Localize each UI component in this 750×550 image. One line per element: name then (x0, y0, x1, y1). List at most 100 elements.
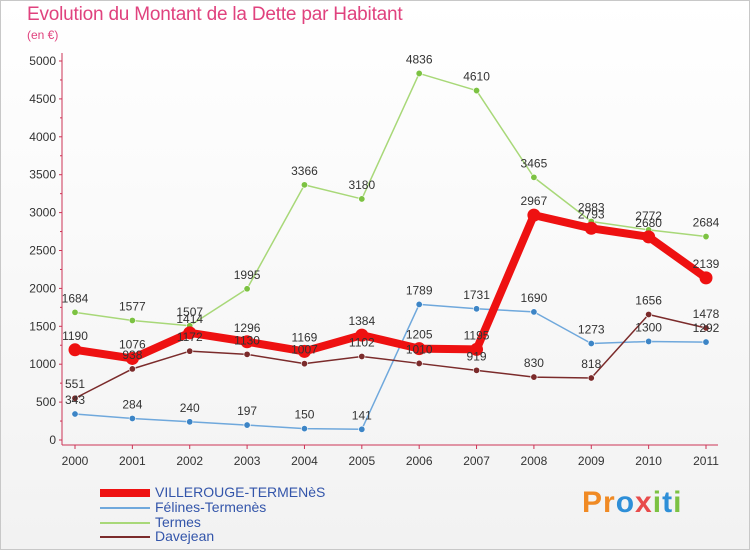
data-label: 1690 (521, 291, 548, 305)
y-tick-label: 1000 (29, 357, 56, 371)
data-label: 1577 (119, 299, 146, 313)
data-point (186, 347, 194, 355)
data-label: 2680 (635, 216, 662, 230)
data-point (71, 394, 79, 402)
x-tick-label: 2004 (291, 454, 318, 468)
data-point (642, 230, 656, 244)
data-point (702, 338, 710, 346)
data-label: 3465 (521, 156, 548, 170)
data-point (530, 308, 538, 316)
series-line (74, 72, 707, 327)
y-tick-label: 2000 (29, 281, 56, 295)
y-tick-label: 1500 (29, 319, 56, 333)
data-point (587, 340, 595, 348)
data-point (300, 425, 308, 433)
x-tick-label: 2007 (463, 454, 490, 468)
legend-label: Davejean (155, 528, 215, 544)
data-label: 2967 (521, 194, 548, 208)
data-point (473, 366, 481, 374)
data-point (702, 324, 710, 332)
data-label: 1507 (176, 305, 203, 319)
logo-letter: i (673, 486, 683, 519)
logo-letter: i (652, 486, 663, 519)
legend-swatch (100, 536, 150, 538)
x-tick-label: 2005 (348, 454, 375, 468)
data-label: 4836 (406, 52, 433, 66)
logo-letter: t (662, 486, 674, 519)
data-point (71, 308, 79, 316)
data-label: 3366 (291, 164, 318, 178)
data-label: 1478 (693, 307, 720, 321)
data-label: 4610 (463, 70, 490, 84)
x-tick-label: 2006 (406, 454, 433, 468)
data-point (358, 425, 366, 433)
data-point (645, 310, 653, 318)
data-label: 1169 (292, 330, 318, 344)
data-label: 1195 (464, 328, 490, 342)
data-label: 1007 (291, 343, 318, 357)
data-point (300, 360, 308, 368)
data-label: 818 (581, 357, 601, 371)
data-label: 1010 (406, 342, 433, 356)
chart-title: Evolution du Montant de la Dette par Hab… (27, 4, 403, 25)
data-label: 830 (524, 356, 544, 370)
x-tick-label: 2011 (693, 454, 719, 468)
x-tick-label: 2001 (119, 454, 146, 468)
x-tick-label: 2008 (521, 454, 548, 468)
logo-letter: P (582, 486, 604, 519)
legend-label: Termes (155, 514, 201, 530)
data-point (412, 342, 426, 356)
data-label: 1789 (406, 283, 433, 297)
data-label: 197 (237, 404, 257, 418)
data-label: 1731 (463, 288, 490, 302)
y-tick-label: 4500 (29, 92, 56, 106)
x-tick-label: 2009 (578, 454, 605, 468)
data-point (128, 365, 136, 373)
data-point (358, 195, 366, 203)
legend-swatch (100, 522, 150, 524)
data-point (530, 173, 538, 181)
data-label: 2139 (693, 257, 720, 271)
data-label: 2883 (578, 200, 605, 214)
data-label: 150 (294, 408, 314, 422)
data-point (355, 328, 369, 342)
data-point (71, 410, 79, 418)
x-tick-label: 2003 (234, 454, 261, 468)
y-tick-label: 5000 (29, 54, 56, 68)
data-point (358, 352, 366, 360)
data-label: 1102 (349, 335, 375, 349)
data-label: 938 (122, 348, 142, 362)
data-label: 1273 (578, 323, 605, 337)
data-label: 919 (467, 349, 487, 363)
data-label: 1684 (62, 291, 89, 305)
data-point (473, 87, 481, 95)
data-point (587, 374, 595, 382)
data-label: 1414 (176, 312, 203, 326)
data-label: 240 (180, 401, 200, 415)
logo-letter: o (615, 486, 636, 519)
legend-label: VILLEROUGE-TERMENèS (155, 484, 326, 500)
data-label: 1384 (348, 314, 375, 328)
data-label: 1205 (406, 328, 433, 342)
logo-letter: x (635, 486, 653, 519)
data-point (128, 414, 136, 422)
data-point (415, 359, 423, 367)
x-tick-label: 2002 (176, 454, 203, 468)
data-label: 2772 (635, 209, 662, 223)
x-tick-label: 2010 (635, 454, 662, 468)
data-label: 141 (352, 408, 372, 422)
data-point (702, 233, 710, 241)
data-point (243, 421, 251, 429)
data-point (186, 418, 194, 426)
data-point (297, 344, 311, 358)
data-point (527, 208, 541, 222)
y-tick-label: 4000 (29, 130, 56, 144)
logo-letter: r (603, 486, 616, 519)
data-label: 1292 (693, 321, 720, 335)
y-tick-label: 3500 (29, 168, 56, 182)
y-tick-label: 2500 (29, 244, 56, 258)
data-label: 1130 (234, 333, 260, 347)
data-point (530, 373, 538, 381)
series-line (71, 211, 710, 363)
